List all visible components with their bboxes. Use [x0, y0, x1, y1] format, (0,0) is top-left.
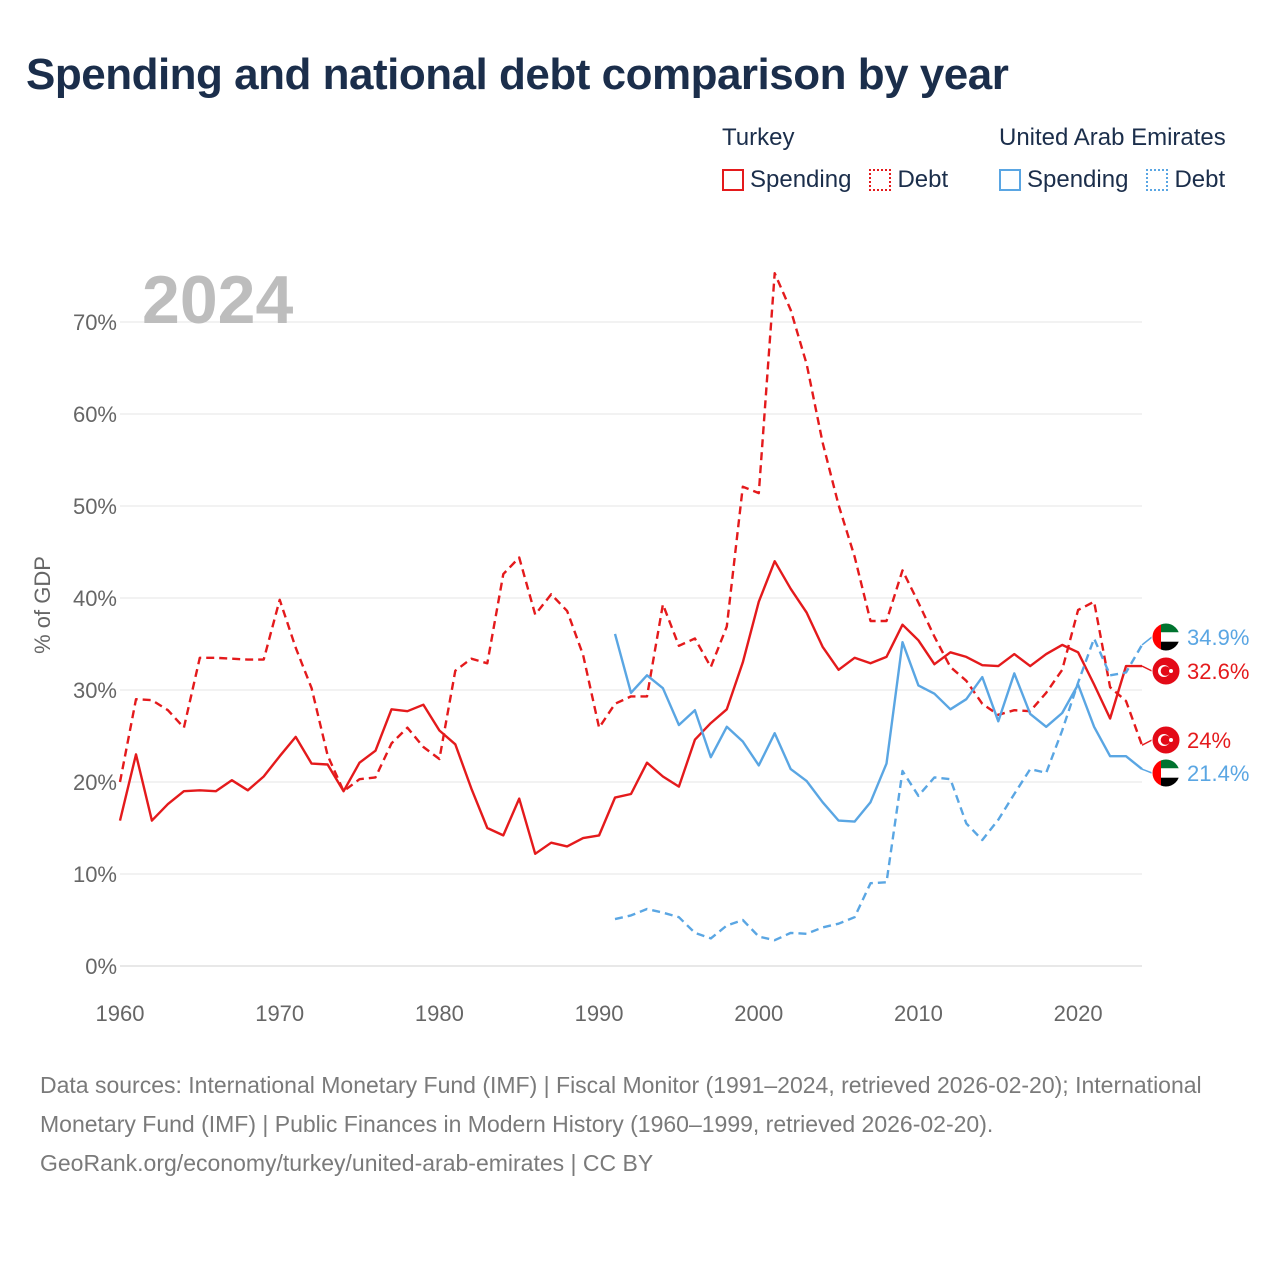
end-label-turkey-debt: 24% [1187, 728, 1231, 753]
chart-title: Spending and national debt comparison by… [26, 50, 1009, 99]
footer: Data sources: International Monetary Fun… [40, 1066, 1240, 1183]
series-lines [118, 272, 1144, 942]
end-label-united-arab-emirates-spending: 21.4% [1187, 761, 1249, 786]
legend-uae-spending[interactable]: Spending [999, 166, 1128, 194]
legend-uae-title: United Arab Emirates [999, 124, 1226, 151]
y-tick-label: 30% [73, 678, 117, 703]
x-tick-label: 1990 [575, 1001, 624, 1026]
uae-flag-icon [1151, 622, 1181, 652]
legend-uae-spending-label: Spending [1027, 166, 1129, 193]
x-tick-label: 1980 [415, 1001, 464, 1026]
legend-turkey-debt[interactable]: Debt [869, 166, 948, 194]
legend-turkey: Turkey Spending Debt [722, 124, 948, 194]
y-tick-label: 10% [73, 862, 117, 887]
legend-uae-debt[interactable]: Debt [1146, 166, 1225, 194]
line-chart: 2024 % of GDP 0% 10% 20% 30% 40% 50% 60% 70% 19… [30, 262, 1249, 1026]
y-tick-label: 0% [85, 954, 117, 979]
legend-turkey-title: Turkey [722, 124, 795, 151]
end-label-united-arab-emirates-debt: 34.9% [1187, 625, 1249, 650]
legend-uae: United Arab Emirates Spending Debt [999, 124, 1226, 194]
x-tick-label: 2010 [894, 1001, 943, 1026]
y-tick-label: 40% [73, 586, 117, 611]
year-watermark: 2024 [142, 262, 293, 338]
y-tick-label: 50% [73, 494, 117, 519]
x-tick-label: 2020 [1054, 1001, 1103, 1026]
data-sources: Data sources: International Monetary Fun… [40, 1072, 1202, 1137]
series-line-turkey-debt[interactable] [118, 272, 1144, 793]
legend-uae-spending-swatch [999, 169, 1021, 191]
legend-uae-debt-swatch [1146, 169, 1169, 191]
x-tick-label: 1960 [96, 1001, 145, 1026]
x-tick-label: 2000 [734, 1001, 783, 1026]
end-label-turkey-spending: 32.6% [1187, 659, 1249, 684]
turkey-flag-icon [1151, 656, 1181, 686]
uae-flag-icon [1151, 758, 1181, 788]
legend-turkey-debt-label: Debt [897, 166, 949, 193]
x-tick-label: 1970 [255, 1001, 304, 1026]
end-label-leader [1141, 636, 1153, 646]
end-label-leader [1141, 768, 1153, 774]
y-tick-label: 70% [73, 310, 117, 335]
y-axis: 0% 10% 20% 30% 40% 50% 60% 70% [73, 310, 117, 979]
series-line-united-arab-emirates-debt[interactable] [614, 637, 1144, 942]
legend-turkey-spending[interactable]: Spending [722, 166, 851, 194]
x-axis: 1960 1970 1980 1990 2000 2010 2020 [96, 1001, 1103, 1026]
gridlines [120, 321, 1142, 967]
legend-turkey-spending-label: Spending [750, 166, 852, 193]
series-line-united-arab-emirates-spending[interactable] [613, 633, 1143, 823]
y-tick-label: 60% [73, 402, 117, 427]
end-label-leader [1141, 665, 1153, 672]
legend-uae-debt-label: Debt [1174, 166, 1226, 193]
legend-turkey-spending-swatch [722, 169, 744, 191]
turkey-flag-icon [1151, 725, 1181, 755]
y-tick-label: 20% [73, 770, 117, 795]
end-label-leader [1141, 739, 1153, 746]
y-axis-label: % of GDP [30, 556, 55, 654]
end-labels: 34.9% 32.6% 24% 21.4% [1141, 622, 1249, 788]
credit-link[interactable]: GeoRank.org/economy/turkey/united-arab-e… [40, 1150, 654, 1176]
series-line-turkey-spending[interactable] [118, 560, 1142, 855]
legend-turkey-debt-swatch [869, 169, 892, 191]
